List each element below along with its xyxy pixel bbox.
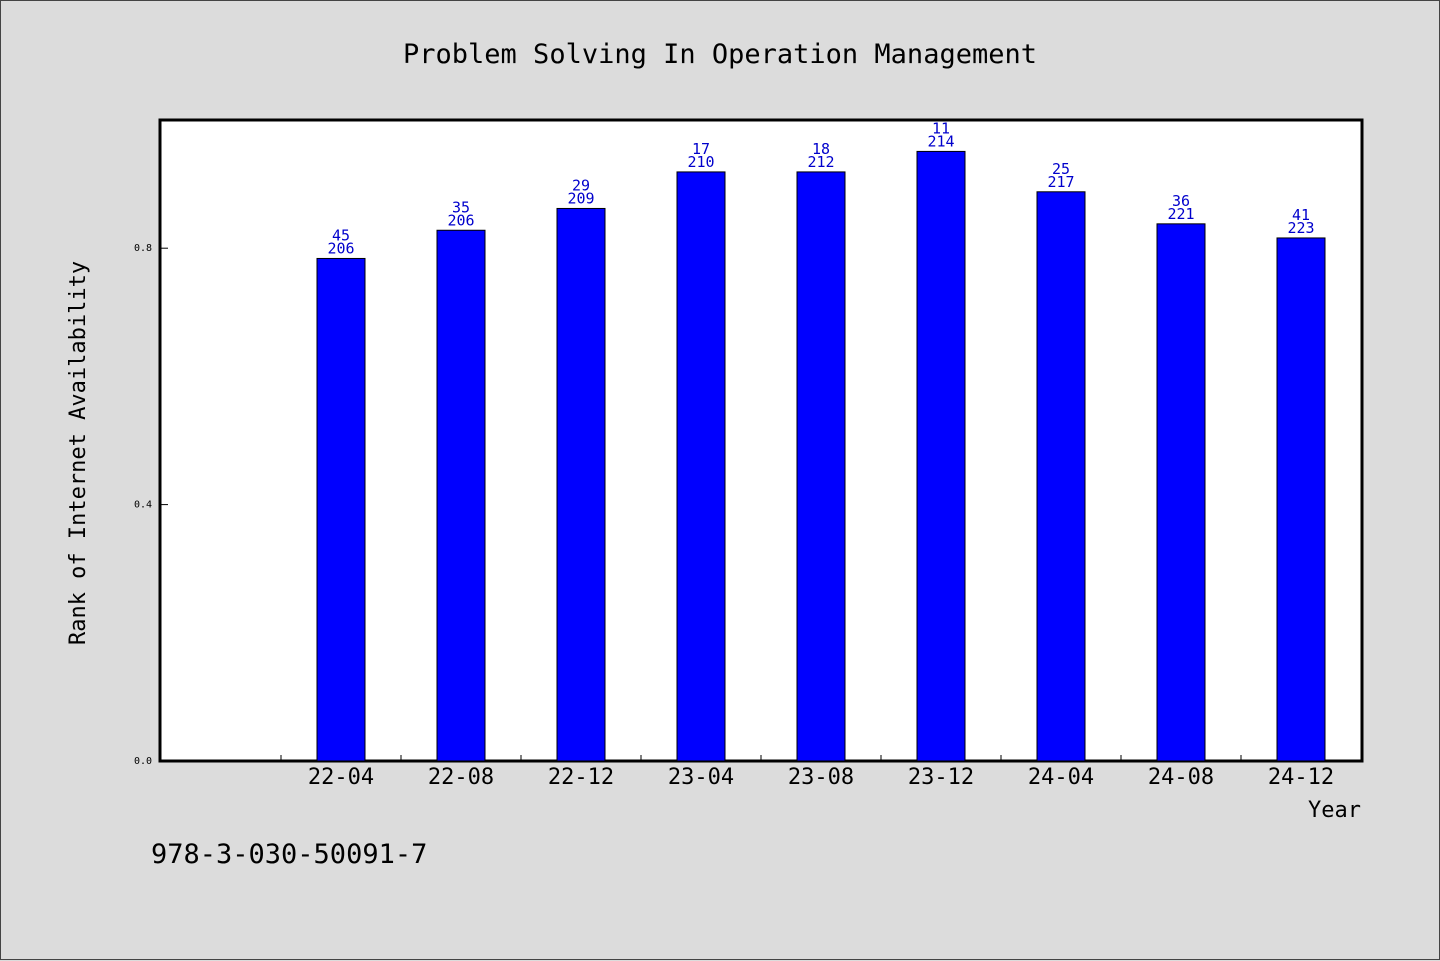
data-labels-layer: 4520635206292091721018212112142521736221…	[327, 119, 1314, 257]
bar	[436, 229, 486, 762]
chart-title: Problem Solving In Operation Management	[403, 39, 1037, 70]
bar-label-top: 35	[452, 198, 470, 216]
y-tick-label: 0.4	[134, 500, 152, 511]
bar	[556, 207, 606, 762]
bar-label-bottom: 212	[807, 153, 834, 171]
bar	[1156, 223, 1206, 762]
bars-layer	[316, 150, 1326, 762]
bar	[676, 171, 726, 762]
x-tick-label: 22-04	[308, 765, 374, 790]
x-tick-label: 24-08	[1148, 765, 1214, 790]
x-tick-label: 24-04	[1028, 765, 1094, 790]
bar-label-bottom: 214	[927, 132, 954, 150]
bar-label-top: 41	[1292, 206, 1310, 224]
x-axis-label: Year	[1308, 798, 1361, 823]
bar	[916, 150, 966, 762]
x-tick-label: 22-12	[548, 765, 614, 790]
bar-label-top: 29	[572, 176, 590, 194]
y-tick-label: 0.8	[134, 243, 152, 254]
bar-label-bottom: 221	[1167, 205, 1194, 223]
bar-label-bottom: 209	[567, 189, 594, 207]
bar-label-bottom: 206	[327, 239, 354, 257]
bar-label-top: 17	[692, 140, 710, 158]
x-axis-ticks: 22-04 22-08 22-12 23-04 23-08 23-12 24-04 24-08…	[280, 755, 1362, 790]
bar-label-top: 18	[812, 140, 830, 158]
y-axis-label: Rank of Internet Availability	[66, 261, 91, 645]
bar	[1036, 191, 1086, 762]
y-tick-label: 0.0	[134, 756, 152, 767]
x-tick-label: 23-08	[788, 765, 854, 790]
bar-label-bottom: 206	[447, 211, 474, 229]
isbn-text: 978-3-030-50091-7	[151, 839, 427, 870]
bar-label-bottom: 217	[1047, 173, 1074, 191]
bar-label-bottom: 223	[1287, 219, 1314, 237]
x-tick-label: 23-12	[908, 765, 974, 790]
bar-label-bottom: 210	[687, 153, 714, 171]
x-tick-label: 23-04	[668, 765, 734, 790]
bar-label-top: 36	[1172, 192, 1190, 210]
bar-label-top: 45	[332, 226, 350, 244]
bar	[316, 257, 366, 762]
x-tick-label: 24-12	[1268, 765, 1334, 790]
y-axis-ticks: 0.0 0.4 0.8	[134, 243, 168, 767]
bar	[796, 171, 846, 762]
bar-label-top: 25	[1052, 160, 1070, 178]
bar-label-top: 11	[932, 119, 950, 137]
x-tick-label: 22-08	[428, 765, 494, 790]
bar	[1276, 237, 1326, 762]
